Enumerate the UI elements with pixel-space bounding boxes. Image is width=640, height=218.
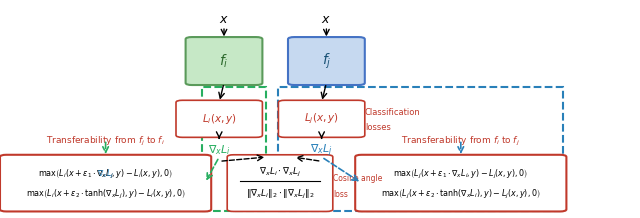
Text: $\nabla_x L_i \cdot \nabla_x L_j$: $\nabla_x L_i \cdot \nabla_x L_j$ <box>259 166 301 179</box>
Text: losses: losses <box>365 123 390 132</box>
Text: $\nabla_x L_i$: $\nabla_x L_i$ <box>208 143 230 157</box>
Text: $f_j$: $f_j$ <box>322 51 331 71</box>
Text: $\nabla_x L_j$: $\nabla_x L_j$ <box>310 142 333 159</box>
FancyBboxPatch shape <box>186 37 262 85</box>
FancyBboxPatch shape <box>355 155 566 211</box>
Text: $\|\nabla_x L_i\|_2 \cdot \|\nabla_x L_j\|_2$: $\|\nabla_x L_i\|_2 \cdot \|\nabla_x L_j… <box>246 187 314 201</box>
Text: $L_j(x,y)$: $L_j(x,y)$ <box>304 112 339 126</box>
Text: Cosine angle: Cosine angle <box>333 174 382 183</box>
Text: $\max\left(L_i(x+\epsilon_1 \cdot \nabla_x L_j, y) - L_i(x,y), 0\right)$: $\max\left(L_i(x+\epsilon_1 \cdot \nabla… <box>38 168 173 181</box>
FancyBboxPatch shape <box>278 100 365 137</box>
Text: Transferability from $f_j$ to $f_i$: Transferability from $f_j$ to $f_i$ <box>46 135 165 148</box>
Text: $\max\left(L_i(x+\epsilon_2 \cdot \tanh(\nabla_x L_j), y) - L_i(x,y), 0\right)$: $\max\left(L_i(x+\epsilon_2 \cdot \tanh(… <box>26 187 186 201</box>
FancyBboxPatch shape <box>176 100 262 137</box>
Text: $\max\left(L_j(x+\epsilon_1 \cdot \nabla_x L_i, y) - L_j(x,y), 0\right)$: $\max\left(L_j(x+\epsilon_1 \cdot \nabla… <box>393 168 529 181</box>
FancyBboxPatch shape <box>288 37 365 85</box>
Text: Transferability from $f_i$ to $f_j$: Transferability from $f_i$ to $f_j$ <box>401 135 520 148</box>
Text: Classification: Classification <box>365 108 420 117</box>
Text: $x$: $x$ <box>321 13 332 26</box>
Text: $\nabla_x L_j$: $\nabla_x L_j$ <box>97 168 114 181</box>
FancyBboxPatch shape <box>0 155 211 211</box>
Text: $L_i(x,y)$: $L_i(x,y)$ <box>202 112 237 126</box>
Text: $f_i$: $f_i$ <box>220 52 228 70</box>
Text: loss: loss <box>333 189 348 199</box>
Text: $x$: $x$ <box>219 13 229 26</box>
FancyBboxPatch shape <box>227 155 333 211</box>
Text: $\max\left(L_j(x+\epsilon_2 \cdot \tanh(\nabla_x L_i), y) - L_j(x,y), 0\right)$: $\max\left(L_j(x+\epsilon_2 \cdot \tanh(… <box>381 187 541 201</box>
